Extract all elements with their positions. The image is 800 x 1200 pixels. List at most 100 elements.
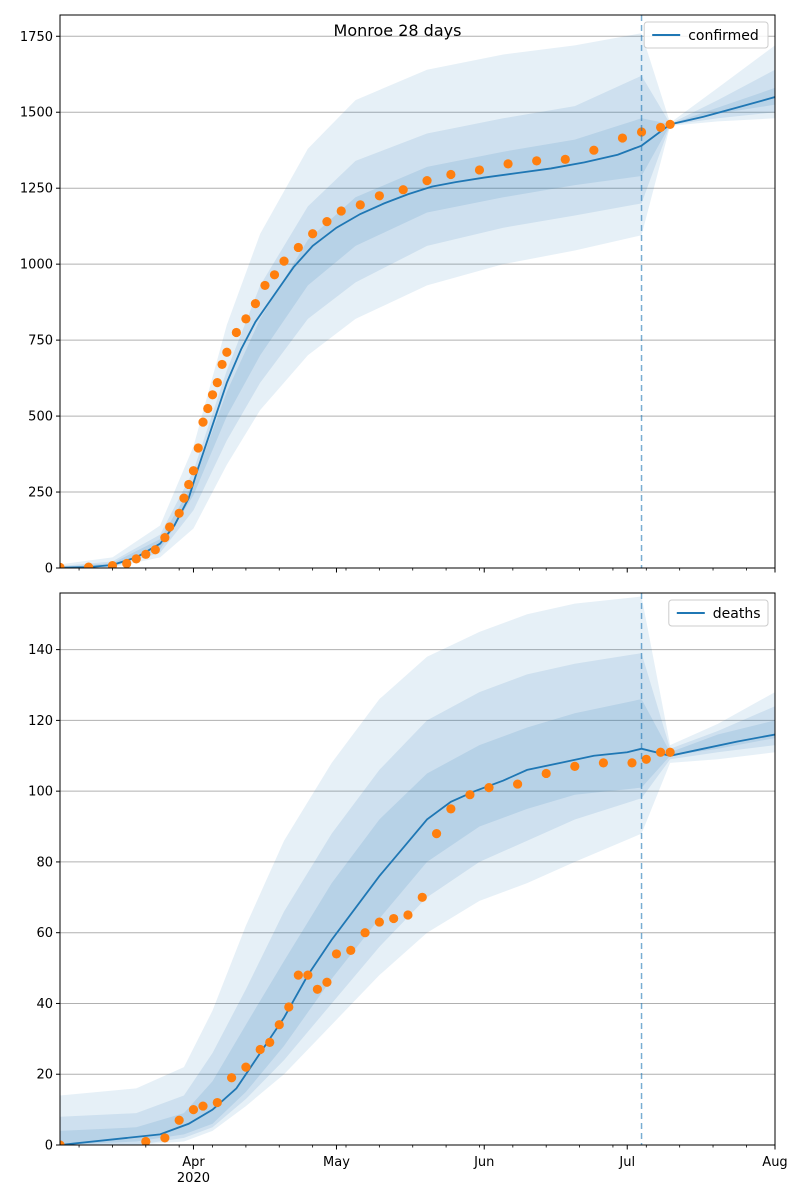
observed-point — [160, 1133, 170, 1143]
observed-point — [212, 378, 222, 388]
y-tick-label: 80 — [36, 855, 53, 870]
y-tick-label: 250 — [28, 486, 53, 501]
y-tick-label: 140 — [28, 643, 53, 658]
observed-point — [617, 133, 628, 143]
observed-point — [293, 970, 303, 980]
observed-point — [360, 928, 370, 938]
legend-label: deaths — [713, 606, 761, 622]
observed-point — [279, 256, 289, 266]
y-tick-label: 0 — [45, 1139, 53, 1154]
y-tick-label: 1250 — [20, 182, 53, 197]
y-tick-label: 1500 — [20, 106, 53, 121]
observed-point — [322, 217, 332, 227]
observed-point — [474, 165, 485, 175]
band-middle — [60, 653, 775, 1145]
observed-point — [250, 299, 261, 309]
band-outer — [60, 596, 775, 1145]
observed-point — [308, 229, 318, 239]
observed-point — [231, 327, 241, 338]
observed-point — [656, 122, 666, 133]
observed-point — [269, 270, 280, 280]
observed-point — [636, 127, 647, 137]
observed-point — [60, 1140, 65, 1145]
y-tick-label: 750 — [28, 334, 53, 349]
y-tick-label: 100 — [28, 785, 53, 800]
observed-point — [241, 1062, 251, 1072]
observed-point — [122, 558, 132, 568]
observed-point — [560, 154, 570, 164]
observed-point — [532, 156, 542, 166]
observed-point — [150, 545, 160, 555]
y-tick-label: 1750 — [20, 30, 53, 45]
observed-point — [198, 1101, 208, 1111]
observed-point — [398, 185, 408, 195]
observed-point — [222, 347, 232, 357]
observed-point — [665, 747, 675, 757]
observed-point — [84, 562, 94, 568]
observed-point — [198, 417, 208, 427]
observed-point — [174, 508, 184, 518]
observed-point — [293, 242, 303, 253]
observed-point — [541, 768, 551, 779]
observed-point — [403, 910, 413, 920]
observed-point — [422, 175, 432, 186]
observed-point — [265, 1037, 275, 1047]
observed-point — [188, 1105, 199, 1115]
observed-point — [179, 493, 189, 503]
axes-frame — [59, 14, 776, 569]
chart-title: Monroe 28 days — [334, 21, 462, 40]
x-tick-label: Jul — [618, 1155, 635, 1170]
observed-point — [188, 466, 199, 476]
observed-point — [641, 754, 651, 764]
legend-label: confirmed — [688, 28, 759, 44]
band-inner — [60, 87, 775, 568]
observed-point — [217, 359, 227, 370]
confirmed-line — [60, 96, 775, 568]
observed-point — [193, 443, 203, 453]
observed-point — [174, 1115, 184, 1125]
band-inner — [60, 699, 775, 1145]
observed-point — [260, 280, 270, 291]
y-tick-label: 40 — [36, 997, 53, 1012]
observed-point — [417, 892, 427, 902]
observed-point — [346, 945, 356, 955]
x-tick-label: Apr — [182, 1155, 205, 1170]
observed-point — [513, 779, 523, 789]
x-tick-label: 2020 — [177, 1171, 210, 1186]
plot-area — [60, 33, 775, 568]
band-middle — [60, 69, 775, 568]
observed-point — [141, 1136, 151, 1145]
y-tick-label: 20 — [36, 1068, 53, 1083]
x-tick-label: Aug — [762, 1155, 787, 1170]
observed-point — [589, 145, 599, 155]
observed-point — [60, 562, 65, 568]
observed-point — [312, 984, 322, 994]
observed-point — [598, 758, 609, 768]
observed-point — [141, 549, 151, 559]
observed-point — [131, 554, 141, 564]
observed-point — [303, 970, 313, 980]
x-tick-label: May — [323, 1155, 350, 1170]
observed-point — [336, 206, 346, 216]
y-tick-label: 500 — [28, 410, 53, 425]
observed-point — [331, 949, 342, 959]
observed-point — [431, 829, 442, 839]
legend-box — [668, 599, 769, 627]
observed-point — [374, 917, 384, 927]
observed-point — [465, 790, 475, 800]
observed-point — [212, 1097, 222, 1108]
observed-point — [203, 403, 213, 414]
axes-frame — [59, 592, 776, 1146]
observed-point — [446, 804, 456, 814]
y-tick-label: 120 — [28, 714, 53, 729]
y-tick-label: 60 — [36, 926, 53, 941]
observed-point — [446, 169, 456, 180]
observed-point — [160, 533, 170, 543]
observed-point — [284, 1002, 294, 1012]
y-tick-label: 0 — [45, 562, 53, 577]
observed-point — [503, 159, 513, 169]
observed-point — [627, 758, 637, 768]
observed-point — [255, 1044, 265, 1055]
